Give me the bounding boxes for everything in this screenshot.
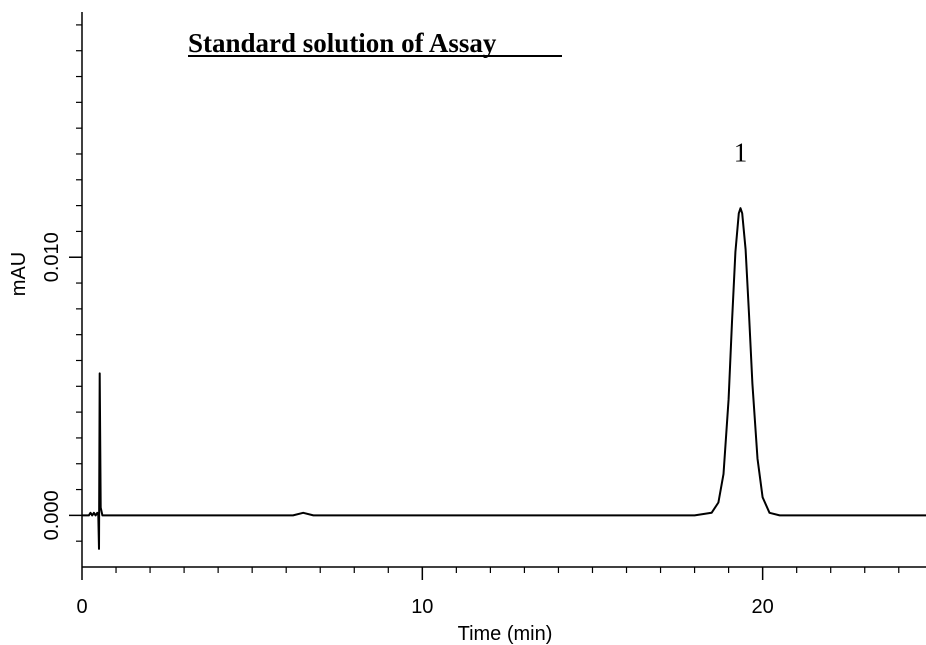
chart-title: Standard solution of Assay	[188, 28, 497, 58]
tick-labels: 0 10 20 0.000 0.010	[41, 232, 774, 618]
x-tick-label: 20	[752, 596, 774, 618]
y-tick-label: 0.000	[41, 490, 63, 540]
chromatogram-trace	[82, 207, 926, 550]
y-axis-label: mAU	[8, 252, 30, 296]
peak-label: 1	[734, 138, 748, 168]
minor-ticks	[76, 24, 900, 573]
axes	[69, 12, 926, 580]
x-tick-label: 10	[411, 596, 433, 618]
x-axis-label: Time (min)	[458, 623, 553, 645]
x-tick-label: 0	[76, 596, 87, 618]
y-tick-label: 0.010	[41, 232, 63, 282]
